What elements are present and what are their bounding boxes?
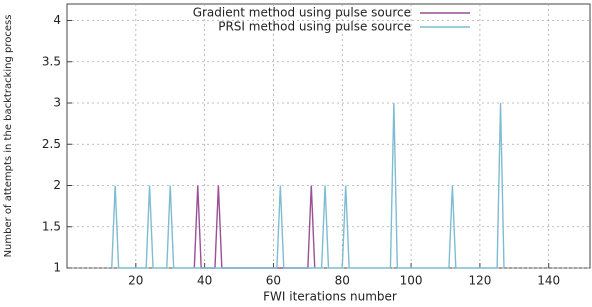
- data-line: [193, 185, 316, 269]
- y-axis-label: Number of attempts in the backtracking p…: [3, 15, 14, 258]
- x-tick-label: 60: [266, 274, 281, 288]
- plot-frame: [66, 3, 591, 269]
- y-tick-label: 1.5: [42, 219, 61, 233]
- x-tick-label: 140: [537, 274, 560, 288]
- y-tick-label: 4: [53, 13, 61, 27]
- y-tick-label: 2.5: [42, 137, 61, 151]
- data-line: [111, 102, 505, 269]
- y-tick-label: 3: [53, 96, 61, 110]
- x-tick-label: 100: [400, 274, 423, 288]
- y-tick-label: 2: [53, 178, 61, 192]
- y-tick-label: 1: [53, 261, 61, 275]
- legend-label: PRSI method using pulse source: [218, 20, 411, 34]
- x-tick-label: 20: [128, 274, 143, 288]
- x-axis-label: FWI iterations number: [263, 290, 397, 304]
- legend-label: Gradient method using pulse source: [193, 6, 411, 20]
- y-tick-label: 3.5: [42, 54, 61, 68]
- x-tick-label: 120: [468, 274, 491, 288]
- x-tick-label: 80: [335, 274, 350, 288]
- x-tick-label: 40: [197, 274, 212, 288]
